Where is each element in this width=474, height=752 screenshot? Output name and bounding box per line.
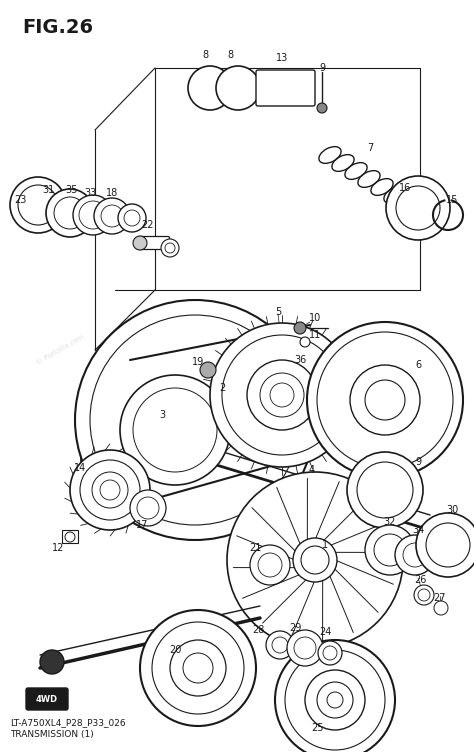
Circle shape — [94, 198, 130, 234]
Circle shape — [287, 630, 323, 666]
Text: 22: 22 — [142, 220, 154, 230]
Text: 17: 17 — [136, 520, 148, 530]
Text: 9: 9 — [319, 63, 325, 73]
Text: 19: 19 — [192, 357, 204, 367]
Circle shape — [120, 375, 230, 485]
FancyBboxPatch shape — [138, 236, 170, 250]
Text: 8: 8 — [227, 50, 233, 60]
Text: 4: 4 — [309, 465, 315, 475]
Text: 15: 15 — [446, 195, 458, 205]
Circle shape — [75, 300, 315, 540]
Text: © Partzilla.com: © Partzilla.com — [335, 544, 385, 576]
Circle shape — [300, 337, 310, 347]
Text: 3: 3 — [159, 410, 165, 420]
FancyBboxPatch shape — [256, 70, 315, 106]
FancyBboxPatch shape — [26, 688, 68, 710]
Text: 7: 7 — [367, 143, 373, 153]
Text: 32: 32 — [384, 517, 396, 527]
Circle shape — [250, 545, 290, 585]
Circle shape — [434, 601, 448, 615]
Circle shape — [118, 204, 146, 232]
Text: 18: 18 — [106, 188, 118, 198]
Text: 8: 8 — [202, 50, 208, 60]
Text: TRANSMISSION (1): TRANSMISSION (1) — [10, 730, 94, 739]
Text: 23: 23 — [14, 195, 26, 205]
Text: 21: 21 — [249, 543, 261, 553]
Circle shape — [227, 472, 403, 648]
Circle shape — [395, 535, 435, 575]
Circle shape — [307, 322, 463, 478]
Text: 13: 13 — [276, 53, 288, 63]
Text: 14: 14 — [74, 463, 86, 473]
Text: 4WD: 4WD — [36, 695, 58, 704]
Text: 1: 1 — [322, 540, 328, 550]
Text: © Partzilla.com: © Partzilla.com — [75, 484, 125, 516]
Text: 29: 29 — [289, 623, 301, 633]
Text: LT-A750XL4_P28_P33_026: LT-A750XL4_P28_P33_026 — [10, 718, 126, 727]
Circle shape — [188, 66, 232, 110]
Text: 26: 26 — [414, 575, 426, 585]
Text: 5: 5 — [275, 307, 281, 317]
Text: 33: 33 — [84, 188, 96, 198]
Circle shape — [317, 103, 327, 113]
Circle shape — [293, 538, 337, 582]
Text: 31: 31 — [42, 185, 54, 195]
Circle shape — [200, 362, 216, 378]
Circle shape — [294, 322, 306, 334]
Text: 34: 34 — [412, 525, 424, 535]
Text: 10: 10 — [309, 313, 321, 323]
Circle shape — [40, 650, 64, 674]
Circle shape — [275, 640, 395, 752]
Text: © Partzilla.com: © Partzilla.com — [335, 354, 385, 386]
Text: 35: 35 — [66, 185, 78, 195]
Circle shape — [365, 525, 415, 575]
Text: 28: 28 — [252, 625, 264, 635]
Text: FIG.26: FIG.26 — [22, 18, 93, 37]
Circle shape — [318, 641, 342, 665]
Circle shape — [70, 450, 150, 530]
Circle shape — [416, 513, 474, 577]
Text: 2: 2 — [219, 383, 225, 393]
Text: 25: 25 — [312, 723, 324, 733]
Text: 24: 24 — [319, 627, 331, 637]
Circle shape — [10, 177, 66, 233]
Circle shape — [46, 189, 94, 237]
Text: 16: 16 — [399, 183, 411, 193]
Circle shape — [210, 323, 354, 467]
Text: 6: 6 — [415, 360, 421, 370]
Text: 27: 27 — [434, 593, 446, 603]
Circle shape — [133, 236, 147, 250]
Circle shape — [140, 610, 256, 726]
Text: 11: 11 — [309, 330, 321, 340]
Bar — [62, 530, 78, 543]
Circle shape — [73, 195, 113, 235]
Text: 30: 30 — [446, 505, 458, 515]
Circle shape — [130, 490, 166, 526]
Text: 9: 9 — [415, 457, 421, 467]
Circle shape — [65, 532, 75, 542]
Circle shape — [216, 66, 260, 110]
Text: © Partzilla.com: © Partzilla.com — [35, 334, 85, 366]
Circle shape — [386, 176, 450, 240]
Circle shape — [161, 239, 179, 257]
Text: 20: 20 — [169, 645, 181, 655]
Text: © Partzilla.com: © Partzilla.com — [205, 364, 255, 396]
Circle shape — [266, 631, 294, 659]
Circle shape — [347, 452, 423, 528]
Text: 12: 12 — [52, 543, 64, 553]
Circle shape — [414, 585, 434, 605]
Text: 36: 36 — [294, 355, 306, 365]
